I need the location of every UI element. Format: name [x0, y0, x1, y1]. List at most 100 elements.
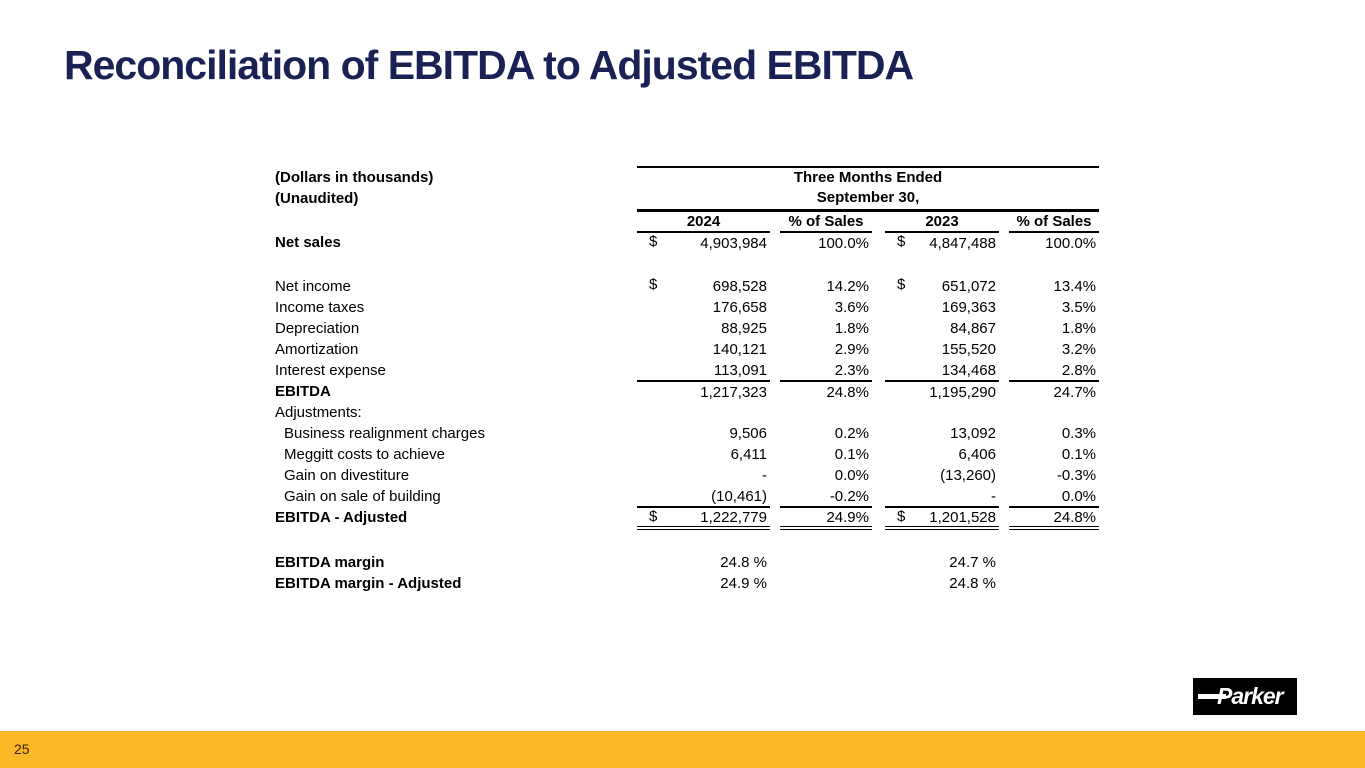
cell-value-2024: 176,658	[712, 299, 767, 316]
cell-value-2023: -	[885, 486, 999, 508]
table-row-interest-expense: Interest expense 113,091 2.3% 134,468 2.…	[275, 360, 1100, 382]
cell-value-2023: 84,867	[950, 320, 996, 337]
parker-logo: Parker	[1193, 678, 1297, 715]
cell-value-2024: 6,411	[730, 446, 767, 463]
cell-pct-2024: 3.6%	[834, 299, 869, 316]
cell-value-2024: $4,903,984	[637, 232, 770, 253]
cell-value-2023: 169,363	[941, 299, 996, 316]
cell-pct-2023: 100.0%	[1045, 234, 1097, 252]
footer-bar: 25	[0, 731, 1365, 768]
cell-pct-2023: 0.1%	[1061, 446, 1097, 463]
cell-pct-2024: 0.0%	[834, 467, 869, 484]
table-row-period-header-1: (Dollars in thousands) Three Months Ende…	[275, 166, 1100, 187]
cell-value-2024: 140,121	[712, 341, 767, 358]
row-label: EBITDA - Adjusted	[275, 509, 408, 526]
cell-pct-2023: 24.8%	[1009, 507, 1100, 530]
column-header-pct-of-sales-2023: % of Sales	[1009, 210, 1100, 233]
cell-pct-2024: 24.8%	[826, 383, 869, 401]
table-row-period-header-2: (Unaudited) September 30,	[275, 187, 1100, 212]
dollar-sign: $	[897, 233, 906, 250]
row-label: Meggitt costs to achieve	[284, 446, 445, 463]
column-gap	[770, 210, 780, 232]
cell-pct-2023: -0.3%	[1056, 467, 1097, 484]
row-label: Interest expense	[275, 362, 386, 379]
cell-pct-2023: 24.7%	[1053, 383, 1097, 401]
page-number: 25	[14, 741, 30, 757]
cell-pct-2024: 2.9%	[834, 341, 869, 358]
row-label: Net sales	[275, 234, 341, 251]
cell-pct-2024: 14.2%	[826, 278, 869, 295]
cell-value-2023: $4,847,488	[885, 232, 999, 253]
cell-amount: 698,528	[712, 278, 767, 295]
row-label: Business realignment charges	[284, 425, 485, 442]
table-row-depreciation: Depreciation 88,925 1.8% 84,867 1.8%	[275, 318, 1099, 339]
spacer-row	[275, 528, 1099, 552]
cell-pct-2023: 13.4%	[1053, 278, 1097, 295]
table-row-adjustments-header: Adjustments:	[275, 402, 1099, 423]
cell-value-2024: 9,506	[729, 425, 767, 442]
cell-pct-2023: 0.0%	[1009, 486, 1100, 508]
note-unaudited: (Unaudited)	[275, 190, 359, 207]
cell-pct-2024: 100.0%	[818, 234, 869, 252]
table-row-ebitda-margin: EBITDA margin 24.8 % 24.7 %	[275, 552, 1099, 573]
cell-pct-2024: 2.3%	[780, 360, 872, 382]
cell-pct-2024: 1.8%	[834, 320, 869, 337]
ebitda-reconciliation-table: (Dollars in thousands) Three Months Ende…	[275, 166, 1100, 594]
dollar-sign: $	[649, 508, 658, 525]
cell-amount: 1,201,528	[929, 508, 996, 526]
cell-value-2024: 88,925	[721, 320, 767, 337]
cell-value-2023: 155,520	[941, 341, 996, 358]
period-header-line1: Three Months Ended	[637, 166, 1100, 187]
cell-value-2023: 1,195,290	[929, 383, 996, 401]
row-label: Gain on sale of building	[284, 488, 441, 505]
table-row-net-income: Net income $698,528 14.2% $651,072 13.4%	[275, 276, 1099, 297]
cell-pct-2024: 24.9%	[780, 507, 872, 530]
period-header-line2: September 30,	[637, 187, 1100, 212]
column-gap	[999, 210, 1009, 232]
page-title: Reconciliation of EBITDA to Adjusted EBI…	[64, 42, 914, 88]
cell-value-2024: 24.9 %	[720, 575, 767, 592]
cell-amount: 4,903,984	[700, 234, 767, 252]
table-row-ebitda-margin-adjusted: EBITDA margin - Adjusted 24.9 % 24.8 %	[275, 573, 1099, 594]
cell-pct-2023: 0.3%	[1061, 425, 1097, 442]
dollar-sign: $	[649, 233, 658, 250]
cell-value-2023: 24.7 %	[949, 554, 996, 571]
table-row-gain-on-divestiture: Gain on divestiture - 0.0% (13,260) -0.3…	[275, 465, 1099, 486]
row-label: Income taxes	[275, 299, 365, 316]
cell-amount: 4,847,488	[929, 234, 996, 252]
cell-value-2024: 113,091	[637, 360, 770, 382]
row-label: Net income	[275, 278, 351, 295]
row-label: Amortization	[275, 341, 359, 358]
dollar-sign: $	[649, 276, 658, 293]
cell-value-2023: 6,406	[958, 446, 996, 463]
table-row-amortization: Amortization 140,121 2.9% 155,520 3.2%	[275, 339, 1099, 360]
row-label: Gain on divestiture	[284, 467, 410, 484]
cell-value-2024: $1,222,779	[637, 507, 770, 530]
row-label: Depreciation	[275, 320, 360, 337]
cell-pct-2024: 0.2%	[834, 425, 869, 442]
cell-value-2023: (13,260)	[940, 467, 996, 484]
column-header-2024: 2024	[637, 210, 770, 233]
spacer-row	[275, 253, 1099, 276]
cell-value-2024: $698,528	[637, 276, 770, 297]
column-gap	[872, 210, 885, 232]
table-row-meggitt-costs: Meggitt costs to achieve 6,411 0.1% 6,40…	[275, 444, 1099, 465]
parker-logo-bar	[1198, 694, 1226, 699]
row-label: EBITDA	[275, 383, 331, 400]
column-header-2023: 2023	[885, 210, 999, 233]
table-row-ebitda-adjusted: EBITDA - Adjusted $1,222,779 24.9% $1,20…	[275, 507, 1100, 530]
cell-pct-2023: 3.2%	[1061, 341, 1097, 358]
financial-table: (Dollars in thousands) Three Months Ende…	[275, 166, 1100, 594]
cell-value-2023: $1,201,528	[885, 507, 999, 530]
dollar-sign: $	[897, 276, 906, 293]
cell-pct-2023: 2.8%	[1009, 360, 1100, 382]
cell-value-2023: 13,092	[950, 425, 996, 442]
cell-value-2023: $651,072	[885, 276, 999, 297]
cell-pct-2024: -0.2%	[780, 486, 872, 508]
cell-amount: 1,222,779	[700, 508, 767, 526]
cell-value-2024: -	[762, 467, 767, 484]
table-row-net-sales: Net sales $4,903,984 100.0% $4,847,488 1…	[275, 232, 1099, 253]
row-label: Adjustments:	[275, 404, 362, 421]
cell-value-2024: 24.8 %	[720, 554, 767, 571]
